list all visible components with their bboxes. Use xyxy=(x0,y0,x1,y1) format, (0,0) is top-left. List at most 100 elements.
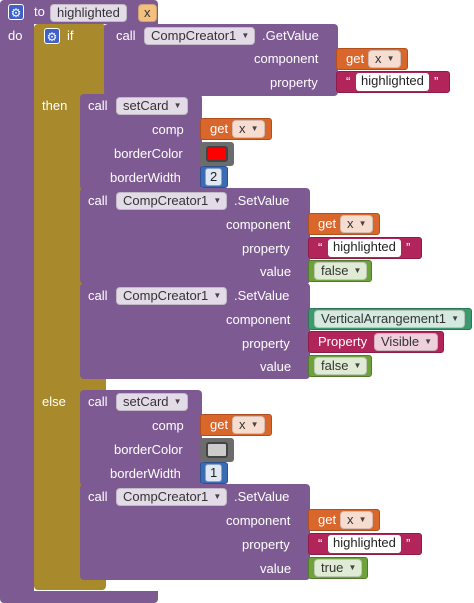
then-setvalue2-value-label: value xyxy=(260,359,292,374)
getvalue-component-label: component xyxy=(254,51,319,66)
dropdown-arrow-icon: ▼ xyxy=(173,101,182,110)
then-setcard-borderwidth-label: borderWidth xyxy=(110,170,181,185)
then-setcard-bordercolor-label: borderColor xyxy=(114,146,183,161)
then-setvalue1-component-dropdown[interactable]: CompCreator1 ▼ xyxy=(116,192,228,210)
else-setvalue-component-label: component xyxy=(226,513,291,528)
text-value[interactable]: highlighted xyxy=(328,535,401,553)
property-value: Visible xyxy=(381,334,420,349)
get-label: get xyxy=(318,216,337,231)
then-setcard-proc-dropdown[interactable]: setCard ▼ xyxy=(116,97,188,115)
quote-close: ” xyxy=(406,240,411,255)
procedure-to-label: to xyxy=(34,4,45,19)
text-value[interactable]: highlighted xyxy=(328,239,401,257)
else-setcard-proc-name: setCard xyxy=(123,394,169,409)
number-value[interactable]: 1 xyxy=(205,464,223,482)
logic-value-dropdown[interactable]: true ▼ xyxy=(314,559,363,577)
else-setvalue-call-label: call xyxy=(88,489,108,504)
get-var-name: x xyxy=(375,51,382,66)
get-var-dropdown[interactable]: x ▼ xyxy=(340,511,373,529)
dropdown-arrow-icon: ▼ xyxy=(451,314,460,323)
dropdown-arrow-icon: ▼ xyxy=(213,492,222,501)
color-swatch-light-gray[interactable] xyxy=(206,442,228,458)
dropdown-arrow-icon: ▼ xyxy=(173,397,182,406)
get-label: get xyxy=(318,512,337,527)
else-setvalue-property-label: property xyxy=(242,537,290,552)
dropdown-arrow-icon: ▼ xyxy=(353,361,362,370)
dropdown-arrow-icon: ▼ xyxy=(250,124,259,133)
gear-icon[interactable]: ⚙ xyxy=(44,28,60,44)
then-setvalue2-call-label: call xyxy=(88,288,108,303)
quote-open: “ xyxy=(346,74,351,89)
logic-value-dropdown[interactable]: false ▼ xyxy=(314,262,368,280)
dropdown-arrow-icon: ▼ xyxy=(358,515,367,524)
dropdown-arrow-icon: ▼ xyxy=(348,563,357,572)
else-setcard-call-label: call xyxy=(88,394,108,409)
getvalue-call-label: call xyxy=(116,28,136,43)
procedure-footer xyxy=(0,591,158,603)
get-label: get xyxy=(346,51,365,66)
dropdown-arrow-icon: ▼ xyxy=(241,31,250,40)
getvalue-method-label: .GetValue xyxy=(262,28,319,43)
then-label: then xyxy=(42,98,68,113)
then-setvalue2-property-label: property xyxy=(242,336,290,351)
else-setcard-proc-dropdown[interactable]: setCard ▼ xyxy=(116,393,188,411)
get-var-dropdown[interactable]: x ▼ xyxy=(368,50,401,68)
then-setvalue1-call-label: call xyxy=(88,193,108,208)
then-setcard-comp-label: comp xyxy=(152,122,184,137)
property-value-dropdown[interactable]: Visible ▼ xyxy=(374,333,439,351)
logic-value: false xyxy=(321,358,349,373)
get-label: get xyxy=(210,417,229,432)
then-setvalue1-value-label: value xyxy=(260,264,292,279)
dropdown-arrow-icon: ▼ xyxy=(213,196,222,205)
procedure-do-label: do xyxy=(8,28,23,43)
else-label: else xyxy=(42,394,66,409)
quote-open: “ xyxy=(318,240,323,255)
then-setvalue2-method-label: .SetValue xyxy=(234,288,290,303)
dropdown-arrow-icon: ▼ xyxy=(358,219,367,228)
then-setvalue2-component-dropdown[interactable]: CompCreator1 ▼ xyxy=(116,287,228,305)
get-var-dropdown[interactable]: x ▼ xyxy=(232,416,265,434)
then-setvalue1-component-name: CompCreator1 xyxy=(123,193,209,208)
else-setvalue-method-label: .SetValue xyxy=(234,489,290,504)
logic-value: false xyxy=(321,263,349,278)
text-value[interactable]: highlighted xyxy=(356,73,429,91)
else-setvalue-component-dropdown[interactable]: CompCreator1 ▼ xyxy=(116,488,228,506)
quote-close: ” xyxy=(406,536,411,551)
procedure-body-left xyxy=(0,24,34,594)
dropdown-arrow-icon: ▼ xyxy=(250,420,259,429)
then-setcard-proc-name: setCard xyxy=(123,98,169,113)
get-var-name: x xyxy=(347,512,354,527)
dropdown-arrow-icon: ▼ xyxy=(386,54,395,63)
logic-value: true xyxy=(321,560,344,575)
logic-value-dropdown[interactable]: false ▼ xyxy=(314,357,368,375)
procedure-param[interactable]: x xyxy=(138,4,157,22)
procedure-param-name: x xyxy=(144,5,151,20)
getvalue-component-dropdown[interactable]: CompCreator1 ▼ xyxy=(144,27,256,45)
get-var-name: x xyxy=(347,216,354,231)
get-var-dropdown[interactable]: x ▼ xyxy=(340,215,373,233)
color-swatch-red[interactable] xyxy=(206,146,228,162)
get-var-dropdown[interactable]: x ▼ xyxy=(232,120,265,138)
then-setvalue2-component-name: CompCreator1 xyxy=(123,288,209,303)
procedure-name: highlighted xyxy=(57,5,120,20)
else-setvalue-value-label: value xyxy=(260,561,292,576)
if-label: if xyxy=(67,28,74,43)
then-setvalue1-component-label: component xyxy=(226,217,291,232)
get-var-name: x xyxy=(239,417,246,432)
dropdown-arrow-icon: ▼ xyxy=(424,337,433,346)
component-value: VerticalArrangement1 xyxy=(321,311,447,326)
component-value-dropdown[interactable]: VerticalArrangement1 ▼ xyxy=(314,310,466,328)
else-setcard-comp-label: comp xyxy=(152,418,184,433)
quote-open: “ xyxy=(318,536,323,551)
else-setcard-bordercolor-label: borderColor xyxy=(114,442,183,457)
then-setvalue2-component-label: component xyxy=(226,312,291,327)
then-setvalue1-property-label: property xyxy=(242,241,290,256)
then-setcard-call-label: call xyxy=(88,98,108,113)
quote-close: ” xyxy=(434,74,439,89)
procedure-name-field[interactable]: highlighted xyxy=(50,4,127,22)
number-value[interactable]: 2 xyxy=(205,168,223,186)
property-prefix-label: Property xyxy=(318,334,368,349)
getvalue-property-label: property xyxy=(270,75,318,90)
dropdown-arrow-icon: ▼ xyxy=(353,266,362,275)
gear-icon[interactable]: ⚙ xyxy=(8,4,24,20)
